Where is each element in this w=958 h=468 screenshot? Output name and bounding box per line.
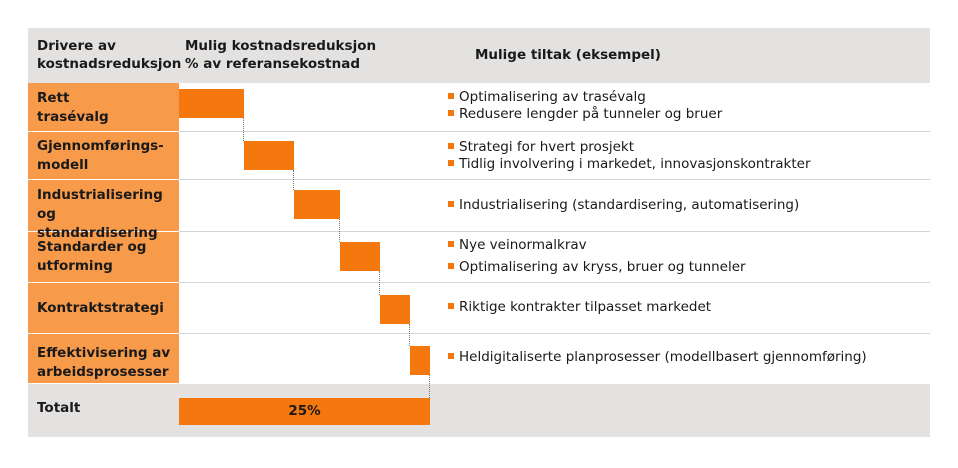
bullet-square-icon	[448, 263, 454, 269]
header-drivers-line2: kostnadsreduksjon	[37, 56, 182, 72]
bullet-square-icon	[448, 303, 454, 309]
waterfall-connector	[429, 375, 430, 398]
row-separator	[179, 282, 930, 283]
driver-label-2-line1: Gjennomførings-	[37, 138, 164, 154]
driver-cell-2	[28, 132, 179, 179]
waterfall-bar	[294, 190, 340, 219]
driver-cell-5	[28, 283, 179, 333]
driver-cell-3	[28, 180, 179, 231]
measure-text: Optimalisering av kryss, bruer og tunnel…	[459, 259, 746, 275]
measure-item: Riktige kontrakter tilpasset markedet	[448, 298, 711, 317]
header-reduction-line1: Mulig kostnadsreduksjon	[185, 38, 377, 54]
header-reduction: Mulig kostnadsreduksjon % av referanseko…	[185, 37, 376, 73]
driver-cell-4	[28, 232, 179, 282]
measure-text: Tidlig involvering i markedet, innovasjo…	[459, 156, 811, 172]
measure-text: Heldigitaliserte planprosesser (modellba…	[459, 349, 867, 365]
bullet-square-icon	[448, 93, 454, 99]
row-separator	[179, 179, 930, 180]
row-separator	[179, 131, 930, 132]
measure-item: Industrialisering (standardisering, auto…	[448, 196, 799, 215]
driver-label-2: Gjennomførings- modell	[37, 137, 177, 175]
driver-label-1: Rett trasévalg	[37, 89, 177, 127]
driver-label-6-line2: arbeidsprosesser	[37, 364, 169, 380]
measure-item: Heldigitaliserte planprosesser (modellba…	[448, 348, 867, 367]
total-row-background	[28, 384, 930, 437]
measure-item: Optimalisering av trasévalg	[448, 88, 646, 107]
waterfall-bar	[379, 295, 410, 324]
driver-label-1-line2: trasévalg	[37, 109, 109, 125]
bullet-square-icon	[448, 241, 454, 247]
waterfall-connector	[408, 324, 410, 346]
waterfall-bar	[179, 89, 245, 118]
total-bar: 25%	[179, 398, 430, 425]
driver-label-6-line1: Effektivisering av	[37, 345, 171, 361]
header-drivers-line1: Drivere av	[37, 38, 116, 54]
measure-item: Redusere lengder på tunneler og bruer	[448, 105, 722, 124]
driver-label-4: Standarder og utforming	[37, 238, 177, 276]
total-label: Totalt	[37, 400, 81, 416]
bullet-square-icon	[448, 143, 454, 149]
measure-item: Optimalisering av kryss, bruer og tunnel…	[448, 258, 746, 277]
measure-text: Nye veinormalkrav	[459, 237, 587, 253]
header-drivers: Drivere av kostnadsreduksjon	[37, 37, 181, 73]
bullet-square-icon	[448, 160, 454, 166]
waterfall-connector	[293, 170, 295, 190]
measure-text: Strategi for hvert prosjekt	[459, 139, 635, 155]
header-measures: Mulige tiltak (eksempel)	[475, 47, 661, 63]
measure-item: Tidlig involvering i markedet, innovasjo…	[448, 155, 811, 174]
bullet-square-icon	[448, 353, 454, 359]
driver-label-3: Industrialisering og standardisering	[37, 186, 177, 243]
waterfall-connector	[338, 219, 340, 242]
driver-label-3-line2: standardisering	[37, 225, 158, 241]
measure-item: Strategi for hvert prosjekt	[448, 138, 634, 157]
row-separator	[179, 231, 930, 232]
driver-label-1-line1: Rett	[37, 90, 70, 106]
driver-label-2-line2: modell	[37, 157, 89, 173]
driver-label-5-line1: Kontraktstrategi	[37, 300, 164, 316]
measure-text: Riktige kontrakter tilpasset markedet	[459, 299, 712, 315]
waterfall-bar	[339, 242, 380, 271]
bullet-square-icon	[448, 110, 454, 116]
driver-label-5: Kontraktstrategi	[37, 299, 177, 318]
driver-label-3-line1: Industrialisering og	[37, 187, 163, 222]
driver-cell-1	[28, 83, 179, 131]
header-background	[28, 28, 930, 83]
driver-label-4-line2: utforming	[37, 258, 113, 274]
driver-cell-6	[28, 334, 179, 383]
driver-label-4-line1: Standarder og	[37, 239, 147, 255]
row-separator	[179, 333, 930, 334]
measure-text: Optimalisering av trasévalg	[459, 89, 646, 105]
bullet-square-icon	[448, 201, 454, 207]
waterfall-bar	[409, 346, 430, 375]
waterfall-bar	[244, 141, 295, 170]
header-reduction-line2: % av referansekostnad	[185, 56, 361, 72]
waterfall-connector	[243, 118, 245, 141]
measure-text: Redusere lengder på tunneler og bruer	[459, 106, 723, 122]
waterfall-connector	[378, 271, 380, 295]
driver-label-6: Effektivisering av arbeidsprosesser	[37, 344, 177, 382]
measure-text: Industrialisering (standardisering, auto…	[459, 197, 800, 213]
measure-item: Nye veinormalkrav	[448, 236, 587, 255]
